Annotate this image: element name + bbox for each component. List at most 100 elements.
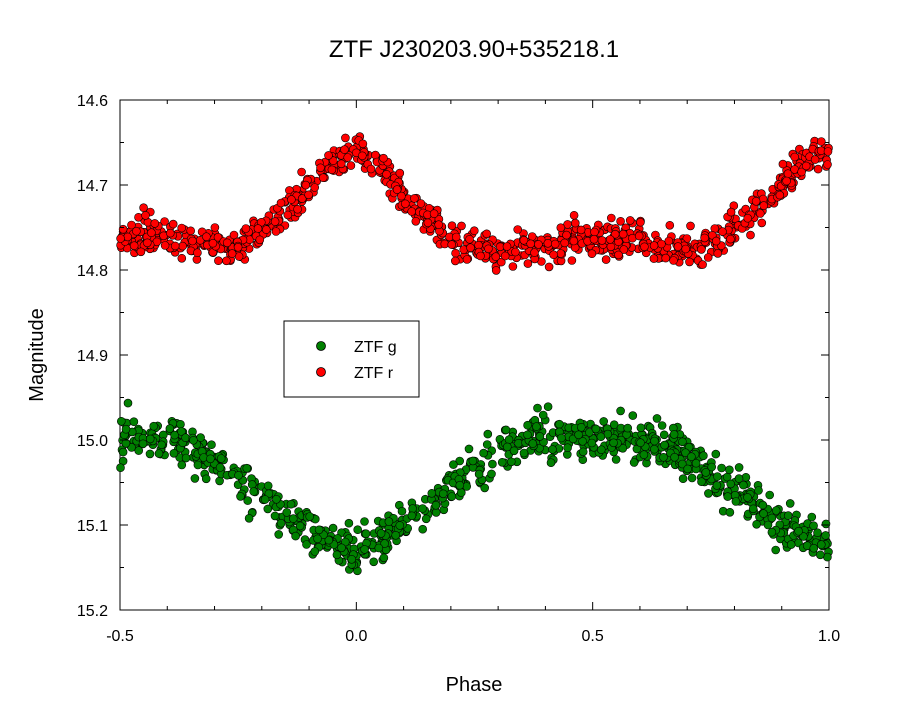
data-point: [526, 239, 536, 249]
data-point: [590, 227, 599, 237]
y-tick-label: 15.2: [77, 603, 108, 620]
data-point: [247, 480, 257, 489]
series-g: [116, 398, 833, 576]
data-point: [616, 217, 625, 226]
data-point: [725, 507, 735, 517]
data-point: [117, 416, 126, 426]
data-point: [596, 445, 606, 455]
data-point: [797, 167, 806, 177]
data-point: [169, 448, 179, 458]
data-point: [816, 137, 826, 146]
data-point: [629, 458, 639, 467]
data-point: [567, 256, 577, 265]
data-point: [496, 257, 506, 267]
data-point: [165, 424, 175, 433]
data-point: [431, 500, 441, 510]
data-point: [673, 242, 683, 251]
data-point: [717, 463, 726, 473]
y-tick-label: 14.8: [77, 263, 108, 280]
data-point: [813, 164, 823, 174]
data-point: [815, 550, 825, 560]
data-point: [136, 247, 146, 257]
data-point: [678, 437, 687, 447]
data-point: [176, 419, 185, 429]
data-point: [821, 519, 831, 529]
data-point: [287, 195, 296, 204]
legend: ZTF g ZTF r: [283, 320, 420, 398]
data-point: [739, 480, 748, 490]
data-point: [233, 243, 243, 252]
data-point: [123, 398, 133, 408]
legend-marker-r: [316, 367, 326, 377]
data-point: [270, 217, 280, 226]
x-axis-label: Phase: [446, 674, 503, 696]
data-point: [755, 209, 765, 218]
x-tick-label: 0.5: [582, 628, 604, 645]
data-point: [236, 492, 245, 501]
data-point: [508, 262, 518, 271]
axis-ticks: -0.5 0.0 0.5 1.0 14.6 14.7 14.8 14.9 15.0 15.1 15.…: [77, 93, 840, 645]
data-point: [434, 220, 444, 229]
data-point: [713, 249, 723, 258]
data-point: [743, 493, 752, 502]
data-point: [210, 223, 220, 232]
data-point: [723, 492, 733, 501]
data-point: [282, 508, 292, 517]
data-point: [462, 255, 472, 264]
data-point: [376, 529, 386, 538]
data-point: [379, 153, 388, 163]
data-point: [177, 460, 187, 470]
data-point: [391, 530, 401, 540]
data-point: [523, 430, 532, 440]
data-point: [752, 519, 761, 529]
data-point: [451, 232, 461, 242]
data-point: [286, 499, 296, 509]
data-point: [636, 423, 646, 433]
data-point: [301, 180, 311, 190]
data-point: [576, 422, 586, 432]
data-point: [216, 454, 226, 463]
data-point: [447, 492, 457, 501]
legend-marker-g: [316, 341, 326, 351]
data-point: [725, 465, 734, 475]
data-point: [234, 471, 243, 480]
data-point: [193, 248, 202, 257]
data-point: [535, 432, 545, 441]
data-point: [657, 239, 666, 249]
data-point: [416, 199, 426, 208]
data-point: [504, 435, 514, 445]
data-point: [682, 234, 692, 243]
data-point: [297, 167, 306, 177]
data-point: [160, 241, 170, 250]
data-point: [263, 504, 273, 514]
data-point: [686, 221, 695, 231]
data-point: [649, 241, 659, 250]
data-point: [659, 430, 669, 440]
data-point: [177, 223, 186, 233]
data-point: [132, 226, 141, 236]
data-point: [597, 236, 607, 245]
data-point: [243, 496, 252, 505]
data-point: [241, 224, 251, 233]
data-point: [556, 249, 566, 258]
data-point: [244, 513, 254, 523]
data-point: [569, 236, 579, 246]
data-point: [116, 463, 125, 473]
data-point: [623, 423, 633, 433]
data-point: [261, 225, 271, 234]
data-point: [310, 183, 320, 192]
data-point: [754, 486, 763, 495]
data-point: [421, 514, 431, 524]
data-point: [778, 159, 788, 169]
data-point: [272, 494, 281, 504]
data-point: [145, 449, 155, 459]
data-point: [328, 156, 338, 165]
data-point: [605, 235, 615, 244]
legend-label-r: ZTF r: [354, 365, 394, 382]
data-point: [408, 504, 417, 513]
data-point: [127, 220, 136, 230]
data-point: [344, 518, 354, 528]
data-point: [576, 225, 586, 235]
data-point: [427, 488, 437, 498]
data-point: [271, 227, 281, 236]
